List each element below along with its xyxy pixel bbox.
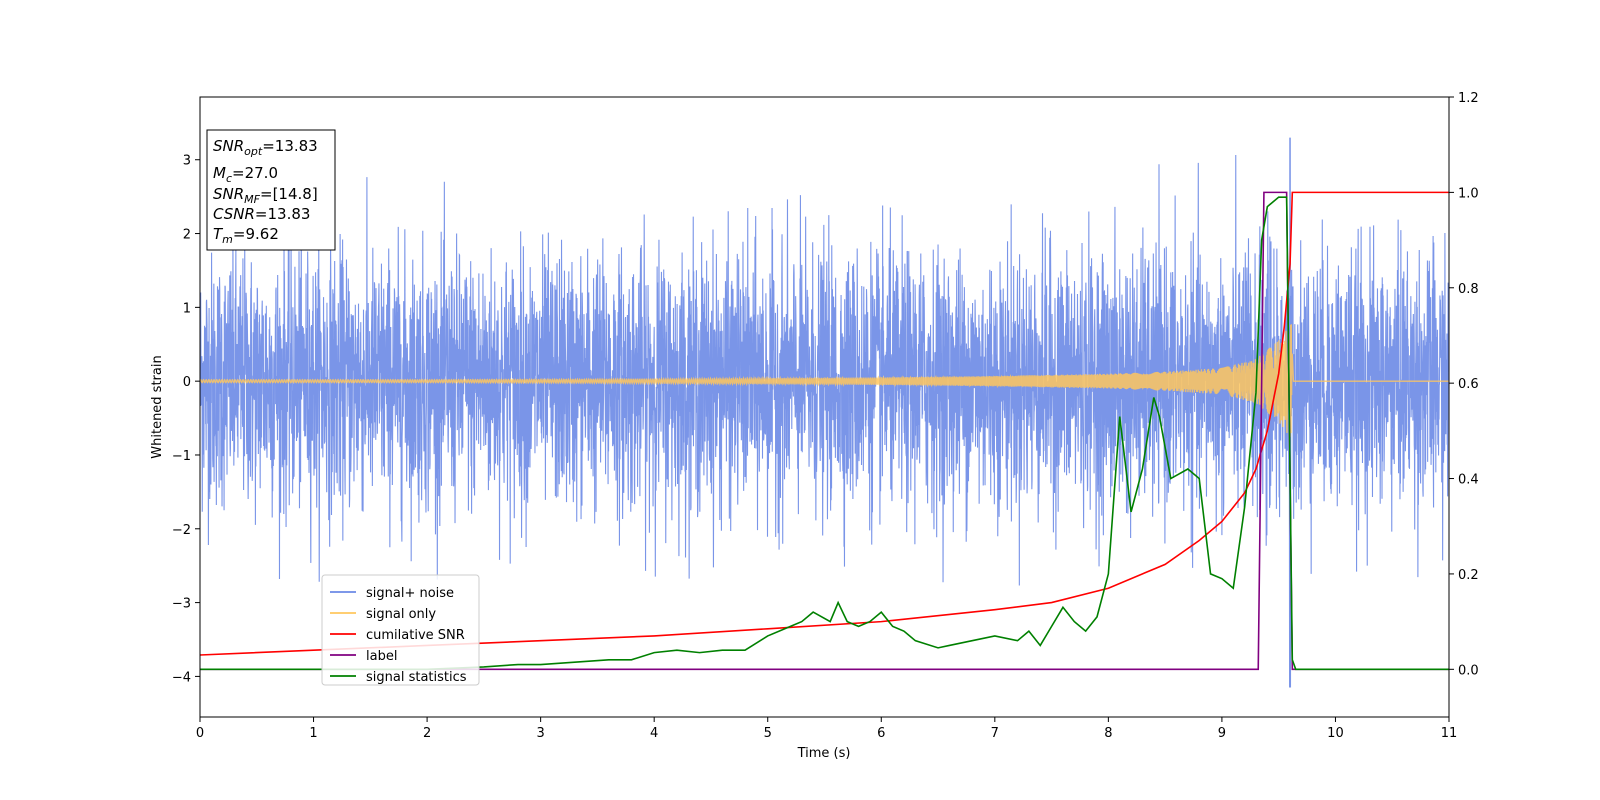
info-snr-mf: SNRMF=[14.8] — [213, 185, 318, 206]
legend-label: signal only — [366, 607, 436, 622]
legend: signal+ noise signal only cumilative SNR la… — [321, 574, 480, 686]
y-right-tick-label: 0.2 — [1458, 568, 1479, 583]
y-left-axis: −4 −3 −2 −1 0 1 2 3 — [172, 154, 200, 685]
x-tick-label: 3 — [536, 726, 544, 741]
y-axis-label: Whitened strain — [150, 355, 165, 458]
y-right-axis: 0.0 0.2 0.4 0.6 0.8 1.0 1.2 — [1449, 91, 1479, 678]
x-tick-label: 2 — [423, 726, 431, 741]
series-signal-only — [200, 324, 1449, 437]
info-snr-opt: SNRopt=13.83 — [213, 137, 318, 158]
info-box: SNRopt=13.83 Mc=27.0 SNRMF=[14.8] CSNR=1… — [206, 129, 336, 251]
x-tick-label: 4 — [650, 726, 658, 741]
y-right-tick-label: 0.0 — [1458, 663, 1479, 678]
x-tick-label: 6 — [877, 726, 885, 741]
y-right-tick-label: 0.4 — [1458, 473, 1479, 488]
series-signal-noise — [200, 137, 1449, 688]
legend-label: signal+ noise — [366, 586, 454, 601]
x-axis-label: Time (s) — [797, 746, 851, 761]
y-right-tick-label: 1.0 — [1458, 186, 1479, 201]
x-tick-label: 7 — [991, 726, 999, 741]
info-mc: Mc=27.0 — [213, 164, 278, 185]
y-left-tick-label: 1 — [183, 301, 191, 316]
series-layer — [200, 137, 1449, 688]
y-right-tick-label: 0.6 — [1458, 377, 1479, 392]
legend-label: label — [366, 649, 397, 664]
x-tick-label: 0 — [196, 726, 204, 741]
x-axis: 0 1 2 3 4 5 6 7 8 9 10 11 — [196, 717, 1457, 741]
x-tick-label: 5 — [764, 726, 772, 741]
y-left-tick-label: −4 — [172, 670, 191, 685]
y-left-tick-label: −3 — [172, 597, 191, 612]
y-left-tick-label: −2 — [172, 523, 191, 538]
y-left-tick-label: 2 — [183, 228, 191, 243]
x-tick-label: 9 — [1218, 726, 1226, 741]
legend-label: cumilative SNR — [366, 628, 465, 643]
y-right-tick-label: 1.2 — [1458, 91, 1479, 106]
y-left-tick-label: −1 — [172, 449, 191, 464]
series-signal-statistics — [200, 196, 1449, 671]
x-tick-label: 1 — [309, 726, 317, 741]
x-tick-label: 10 — [1327, 726, 1344, 741]
info-tm: Tm=9.62 — [213, 225, 279, 246]
y-left-tick-label: 3 — [183, 154, 191, 169]
legend-label: signal statistics — [366, 670, 467, 685]
x-tick-label: 11 — [1441, 726, 1458, 741]
plot-frame — [199, 96, 1450, 718]
x-tick-label: 8 — [1104, 726, 1112, 741]
info-csnr: CSNR=13.83 — [213, 205, 310, 223]
y-right-tick-label: 0.8 — [1458, 282, 1479, 297]
y-left-tick-label: 0 — [183, 375, 191, 390]
